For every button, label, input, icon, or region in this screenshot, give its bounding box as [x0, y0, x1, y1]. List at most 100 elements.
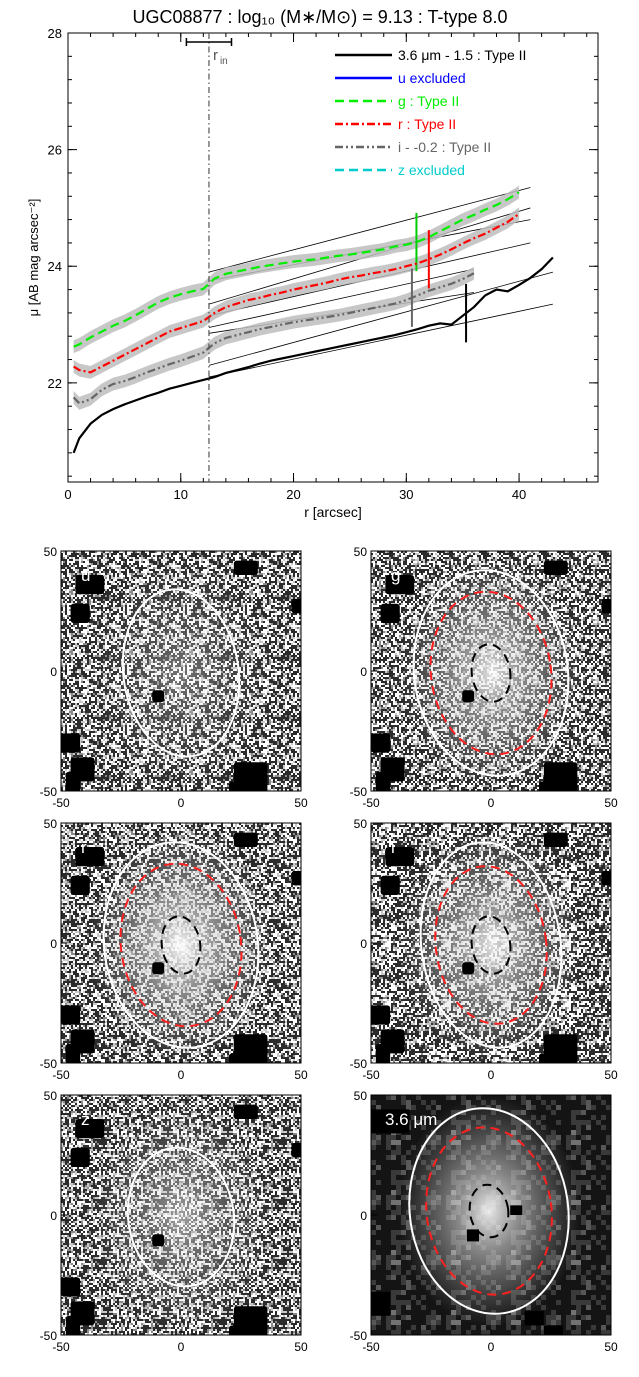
image-panel: g -50 0 50 -50 0 50 [350, 545, 618, 810]
mask-region [152, 690, 165, 703]
isophote-ellipse-inner [470, 643, 512, 703]
mask-region [380, 875, 400, 895]
mask-region [65, 1043, 81, 1063]
mask-region [462, 962, 475, 975]
legend-entry: g : Type II [398, 93, 459, 109]
panel-y-tick-label: -50 [350, 1057, 368, 1071]
panel-x-tick-label: 0 [488, 1340, 495, 1354]
panel-x-tick-label: 0 [178, 1340, 185, 1354]
panel-x-tick-label: 50 [604, 1340, 618, 1354]
uncertainty-band [73, 207, 520, 379]
mask-region [291, 599, 301, 614]
panel-label: i [391, 838, 395, 857]
panel-label: z [81, 1110, 90, 1129]
panel-x-tick-label: 0 [488, 796, 495, 810]
mask-region [371, 1005, 391, 1025]
mask-region [291, 871, 301, 886]
mask-region [524, 1311, 544, 1326]
panel-x-tick-label: -50 [52, 796, 70, 810]
fit-line [208, 271, 553, 366]
legend-entry: 3.6 μm - 1.5 : Type II [398, 47, 526, 63]
image-panels: u -50 0 50 -50 0 50 g -50 0 50 -50 0 50 r -50 0 50 -50 0 50 i… [40, 545, 618, 1354]
panel-label: g [391, 566, 400, 585]
panel-y-tick-label: -50 [40, 785, 58, 799]
mask-region [375, 1043, 391, 1063]
legend-entry: z excluded [398, 162, 465, 178]
mask-region [152, 1234, 165, 1247]
mask-region [385, 847, 415, 867]
legend-entry: u excluded [398, 70, 466, 86]
isophote-ellipse-outer [121, 588, 241, 758]
galaxy-light [399, 829, 583, 1061]
mask-region [75, 575, 105, 595]
panel-x-tick-label: 50 [604, 1068, 618, 1082]
x-tick-label: 10 [174, 487, 188, 502]
mask-region [601, 599, 611, 614]
isophote-ellipse-break [425, 1126, 553, 1296]
panel-label: r [81, 838, 87, 857]
galaxy-light [89, 1101, 273, 1333]
mask-region [61, 1005, 81, 1025]
x-tick-label: 30 [399, 487, 413, 502]
panel-y-tick-label: 50 [44, 817, 58, 831]
uncertainty-band [73, 266, 474, 410]
mask-region [65, 1315, 81, 1335]
r-in-label: r [213, 47, 218, 64]
y-axis-label: μ [AB mag arcsec⁻²] [26, 199, 41, 317]
galaxy-light [89, 557, 273, 789]
x-axis-label: r [arcsec] [304, 504, 362, 520]
image-panel: 3.6 μm -50 0 50 -50 0 50 [350, 1089, 618, 1354]
panel-label: u [81, 566, 90, 585]
mask-region [61, 733, 81, 753]
mask-region [510, 1205, 523, 1215]
series-line [72, 256, 554, 454]
panel-x-tick-label: 0 [178, 796, 185, 810]
mask-region [371, 733, 391, 753]
mask-region [70, 875, 90, 895]
panel-y-tick-label: 50 [354, 817, 368, 831]
panel-y-tick-label: -50 [40, 1329, 58, 1343]
mask-region [543, 1325, 563, 1335]
mask-region [233, 560, 258, 575]
isophote-ellipse-inner [470, 915, 512, 975]
mask-region [229, 1053, 249, 1063]
mask-region [152, 962, 165, 975]
isophote-ellipse-break [434, 865, 548, 1025]
y-tick-label: 28 [48, 26, 62, 41]
isophote-ellipse-inner [160, 915, 202, 975]
panel-y-tick-label: 50 [44, 1089, 58, 1103]
panel-y-tick-label: -50 [40, 1057, 58, 1071]
panel-x-tick-label: 50 [294, 796, 308, 810]
series-line [73, 191, 520, 348]
y-tick-label: 24 [48, 259, 62, 274]
panel-x-tick-label: 0 [178, 1068, 185, 1082]
panel-x-tick-label: -50 [52, 1068, 70, 1082]
mask-region [75, 847, 105, 867]
isophote-ellipse-outer [412, 569, 570, 777]
panel-x-tick-label: -50 [362, 1068, 380, 1082]
mask-region [371, 1109, 410, 1134]
panel-y-tick-label: 50 [44, 545, 58, 559]
isophote-ellipse-outer [102, 841, 260, 1049]
x-tick-label: 40 [512, 487, 526, 502]
panel-y-tick-label: 0 [50, 937, 57, 951]
plot-area [72, 185, 554, 454]
mask-region [61, 1277, 81, 1297]
r-in-subscript: in [220, 56, 228, 67]
panel-y-tick-label: 0 [360, 665, 367, 679]
isophote-ellipse-outer [419, 841, 563, 1049]
mask-region [543, 832, 568, 847]
mask-region [65, 771, 81, 791]
panel-y-tick-label: -50 [350, 785, 368, 799]
panel-x-tick-label: 50 [294, 1068, 308, 1082]
isophote-ellipse-break [429, 590, 553, 756]
panel-x-tick-label: 0 [488, 1068, 495, 1082]
mask-region [371, 1291, 391, 1316]
panel-x-tick-label: 50 [294, 1340, 308, 1354]
panel-x-tick-label: 50 [604, 796, 618, 810]
panel-y-tick-label: 50 [354, 1089, 368, 1103]
series-line [72, 272, 475, 405]
mask-region [462, 690, 475, 703]
panel-y-tick-label: 0 [50, 665, 57, 679]
